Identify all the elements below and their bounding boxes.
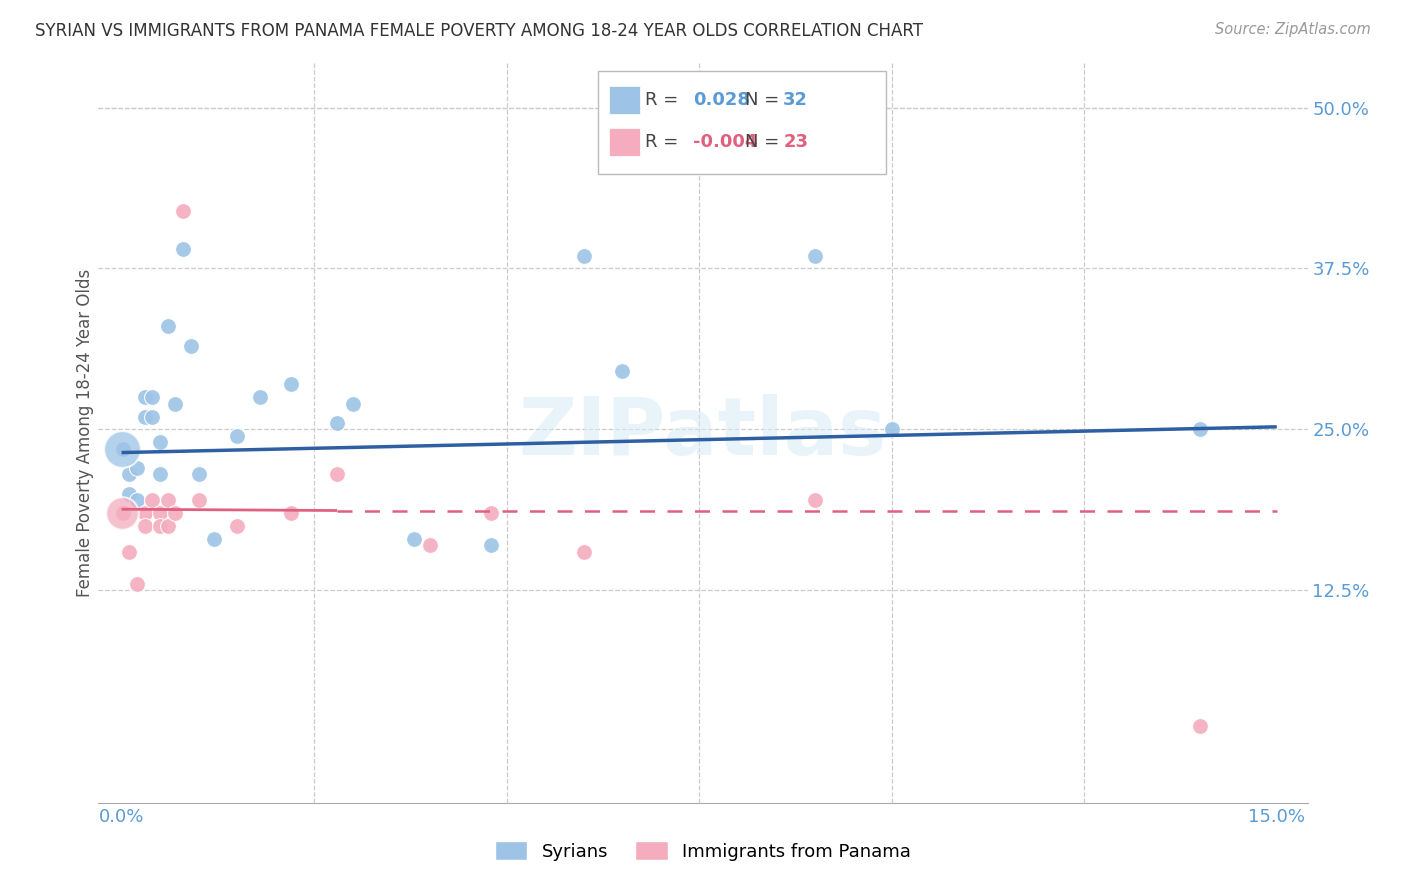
Point	[118, 487, 141, 501]
Point	[187, 467, 209, 482]
Point	[803, 493, 825, 508]
Point	[172, 203, 194, 218]
Text: ZIPatlas: ZIPatlas	[519, 393, 887, 472]
Point	[180, 339, 202, 353]
Text: N =: N =	[745, 133, 785, 151]
Point	[479, 538, 502, 552]
Point	[118, 467, 141, 482]
Point	[111, 442, 134, 456]
Text: N =: N =	[745, 91, 785, 109]
Point	[326, 467, 349, 482]
Point	[165, 397, 187, 411]
Point	[112, 442, 135, 456]
Point	[141, 409, 163, 424]
Point	[149, 506, 172, 520]
Point	[172, 242, 194, 256]
Point	[326, 416, 349, 430]
Text: -0.004: -0.004	[693, 133, 758, 151]
Point	[125, 493, 148, 508]
Point	[134, 519, 156, 533]
Point	[149, 467, 172, 482]
Point	[280, 506, 302, 520]
Point	[479, 506, 502, 520]
Point	[134, 409, 156, 424]
Point	[156, 319, 179, 334]
Text: R =: R =	[645, 133, 685, 151]
Point	[149, 519, 172, 533]
Point	[1188, 422, 1211, 436]
Point	[1188, 718, 1211, 732]
Point	[342, 397, 364, 411]
Point	[419, 538, 441, 552]
Text: 32: 32	[783, 91, 808, 109]
Text: Source: ZipAtlas.com: Source: ZipAtlas.com	[1215, 22, 1371, 37]
Point	[280, 377, 302, 392]
Point	[187, 493, 209, 508]
Text: R =: R =	[645, 91, 690, 109]
Point	[803, 249, 825, 263]
Point	[226, 429, 249, 443]
Point	[141, 390, 163, 404]
Point	[156, 493, 179, 508]
Point	[156, 519, 179, 533]
Text: 23: 23	[783, 133, 808, 151]
Point	[880, 422, 903, 436]
Point	[125, 461, 148, 475]
Text: SYRIAN VS IMMIGRANTS FROM PANAMA FEMALE POVERTY AMONG 18-24 YEAR OLDS CORRELATIO: SYRIAN VS IMMIGRANTS FROM PANAMA FEMALE …	[35, 22, 924, 40]
Point	[118, 545, 141, 559]
Point	[111, 506, 134, 520]
Point	[112, 506, 135, 520]
Text: 0.028: 0.028	[693, 91, 751, 109]
Point	[572, 249, 595, 263]
Point	[165, 506, 187, 520]
Point	[404, 532, 426, 546]
Point	[141, 493, 163, 508]
Point	[149, 435, 172, 450]
Point	[249, 390, 271, 404]
Point	[610, 364, 633, 378]
Point	[134, 506, 156, 520]
Point	[125, 577, 148, 591]
Point	[202, 532, 225, 546]
Point	[226, 519, 249, 533]
Legend: Syrians, Immigrants from Panama: Syrians, Immigrants from Panama	[488, 834, 918, 868]
Point	[572, 545, 595, 559]
Point	[134, 390, 156, 404]
Y-axis label: Female Poverty Among 18-24 Year Olds: Female Poverty Among 18-24 Year Olds	[76, 268, 94, 597]
